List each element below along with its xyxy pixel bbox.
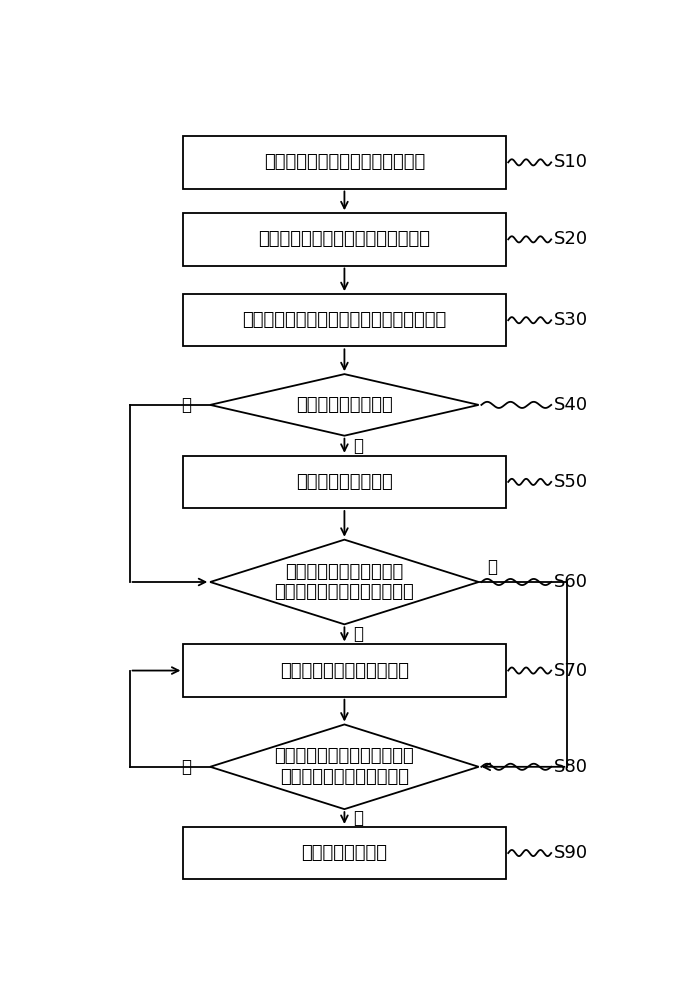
Text: 不放行该车辆入场: 不放行该车辆入场 [301, 844, 387, 862]
Text: S90: S90 [554, 844, 588, 862]
Bar [183, 456, 506, 508]
Text: S80: S80 [554, 758, 588, 776]
Text: S60: S60 [554, 573, 588, 591]
Polygon shape [210, 540, 479, 624]
Text: S30: S30 [554, 311, 588, 329]
Text: 控制闸机打开放行车辆入场: 控制闸机打开放行车辆入场 [280, 662, 409, 680]
Text: 是: 是 [353, 625, 363, 643]
Text: 是: 是 [181, 396, 191, 414]
Bar [183, 644, 506, 697]
Text: 接收用户的身份信息: 接收用户的身份信息 [296, 473, 393, 491]
Bar [183, 827, 506, 879]
Text: 判断是否有车牌信息: 判断是否有车牌信息 [296, 396, 393, 414]
Text: S20: S20 [554, 230, 588, 248]
Text: 否: 否 [353, 437, 363, 455]
Bar [183, 136, 506, 189]
Text: 将用户的身份信息与停车场权限绑定: 将用户的身份信息与停车场权限绑定 [258, 230, 430, 248]
Bar [183, 294, 506, 346]
Text: 感应到车辆到达停车场入口时识别车牌信息: 感应到车辆到达停车场入口时识别车牌信息 [243, 311, 446, 329]
Text: S40: S40 [554, 396, 588, 414]
Text: 接收车牌信息并判断车牌
信息是否已与停车场权限绑定: 接收车牌信息并判断车牌 信息是否已与停车场权限绑定 [274, 563, 414, 601]
Text: 否: 否 [487, 558, 497, 576]
Text: 判断接收到的身份信息是否为
已与停车场权限绑定的用户: 判断接收到的身份信息是否为 已与停车场权限绑定的用户 [274, 747, 414, 786]
Text: S70: S70 [554, 662, 588, 680]
Bar [183, 213, 506, 266]
Text: S50: S50 [554, 473, 588, 491]
Text: 否: 否 [353, 809, 363, 827]
Polygon shape [210, 374, 479, 436]
Text: S10: S10 [554, 153, 588, 171]
Text: 是: 是 [181, 758, 191, 776]
Text: 将用户的身份信息及车牌信息绑定: 将用户的身份信息及车牌信息绑定 [264, 153, 425, 171]
Polygon shape [210, 724, 479, 809]
